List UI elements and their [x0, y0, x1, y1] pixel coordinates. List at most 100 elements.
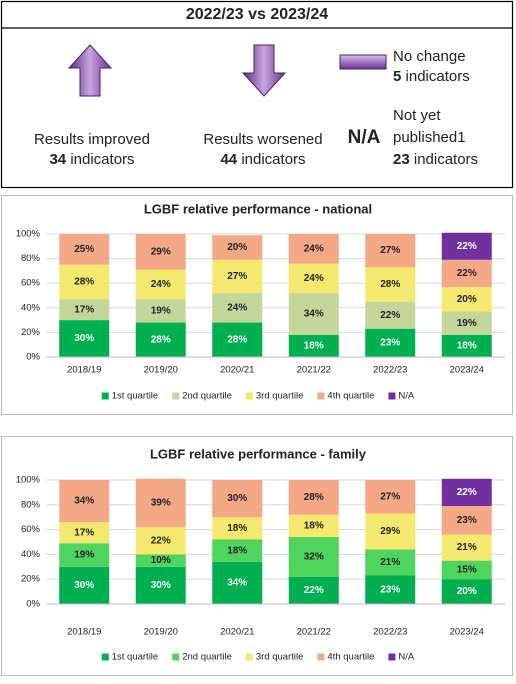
bar-segment: [59, 480, 110, 523]
bar-segment: [212, 539, 263, 562]
bar-segment: [365, 480, 416, 514]
value-label: 19%: [457, 318, 477, 329]
y-tick-label: 20%: [21, 574, 41, 585]
value-label: 24%: [304, 243, 324, 254]
value-label: 28%: [304, 492, 324, 503]
value-label: 24%: [227, 302, 247, 313]
value-label: 23%: [457, 515, 477, 526]
bar-segment: [288, 293, 339, 335]
bar-segment: [288, 514, 339, 538]
bar-segment: [288, 234, 339, 264]
bar-segment: [441, 506, 492, 535]
y-tick-label: 60%: [21, 524, 41, 535]
legend-label: N/A: [398, 652, 415, 663]
count: 23: [393, 151, 410, 168]
y-tick-label: 40%: [21, 549, 41, 560]
y-tick-label: 0%: [26, 352, 40, 363]
down-arrow: [241, 44, 287, 97]
x-tick-label: 2018/19: [67, 627, 101, 638]
bar-segment: [288, 263, 339, 294]
legend-swatch: [317, 653, 325, 661]
not-published-count: 23 indicators: [393, 151, 478, 168]
x-tick-label: 2021/22: [297, 365, 331, 376]
bar-segment: [135, 478, 186, 528]
bar-segment: [288, 537, 339, 577]
legend-label: 1st quartile: [112, 652, 158, 663]
value-label: 27%: [380, 491, 400, 502]
value-label: 28%: [227, 334, 247, 345]
legend-swatch: [172, 392, 180, 400]
legend-swatch: [101, 392, 109, 400]
legend-label: 1st quartile: [112, 391, 158, 402]
value-label: 29%: [151, 246, 171, 257]
bar-segment: [59, 299, 110, 321]
value-label: 24%: [304, 273, 324, 284]
unit: indicators: [70, 151, 134, 168]
bar-segment: [365, 513, 416, 550]
value-label: 28%: [380, 279, 400, 290]
value-label: 30%: [151, 580, 171, 591]
legend-label: 2nd quartile: [182, 391, 232, 402]
unit: indicators: [414, 151, 478, 168]
improved-count: 34 indicators: [49, 151, 134, 168]
bar-segment: [135, 234, 186, 270]
unit: indicators: [406, 68, 470, 85]
bar-segment: [135, 554, 186, 567]
value-label: 19%: [74, 550, 94, 561]
value-label: 22%: [151, 535, 171, 546]
legend-swatch: [245, 392, 253, 400]
bar-segment: [288, 480, 339, 515]
bar-segment: [441, 534, 492, 561]
value-label: 27%: [380, 245, 400, 256]
x-tick-label: 2020/21: [220, 627, 254, 638]
value-label: 22%: [304, 585, 324, 596]
no-change-bar: [339, 54, 387, 70]
bar-segment: [135, 299, 186, 323]
bar-segment: [441, 334, 492, 357]
bar-segment: [441, 232, 492, 260]
count: 34: [49, 151, 66, 168]
x-tick-label: 2022/23: [373, 365, 407, 376]
no-change-label: No change: [393, 48, 466, 65]
value-label: 10%: [151, 555, 171, 566]
count: 5: [393, 68, 401, 85]
not-published-line: published1: [393, 129, 466, 146]
value-label: 18%: [304, 341, 324, 352]
value-label: 15%: [457, 565, 477, 576]
bar-segment: [135, 269, 186, 300]
bar-segment: [441, 311, 492, 335]
legend-label: 4th quartile: [327, 391, 374, 402]
bar-segment: [135, 527, 186, 555]
bar-segment: [365, 328, 416, 357]
y-tick-label: 80%: [21, 499, 41, 510]
bar-segment: [59, 320, 110, 357]
value-label: 21%: [457, 542, 477, 553]
bar-segment: [59, 264, 110, 300]
value-label: 23%: [380, 584, 400, 595]
bar-segment: [59, 543, 110, 567]
value-label: 18%: [227, 545, 247, 556]
bar-segment: [441, 478, 492, 507]
value-label: 22%: [457, 487, 477, 498]
value-label: 18%: [457, 341, 477, 352]
worsened-count: 44 indicators: [220, 151, 305, 168]
value-label: 20%: [457, 294, 477, 305]
bar-segment: [441, 579, 492, 604]
value-label: 28%: [151, 334, 171, 345]
value-label: 21%: [380, 557, 400, 568]
value-label: 30%: [74, 580, 94, 591]
legend-label: 2nd quartile: [182, 652, 232, 663]
value-label: 25%: [74, 244, 94, 255]
bar-segment: [212, 480, 263, 518]
value-label: 22%: [457, 241, 477, 252]
bar-segment: [212, 517, 263, 540]
bar-segment: [288, 334, 339, 357]
up-arrow: [67, 44, 113, 97]
count: 44: [220, 151, 237, 168]
value-label: 20%: [227, 242, 247, 253]
legend-swatch: [317, 392, 325, 400]
y-tick-label: 40%: [21, 302, 41, 313]
bar-segment: [441, 560, 492, 580]
unit: indicators: [241, 151, 305, 168]
